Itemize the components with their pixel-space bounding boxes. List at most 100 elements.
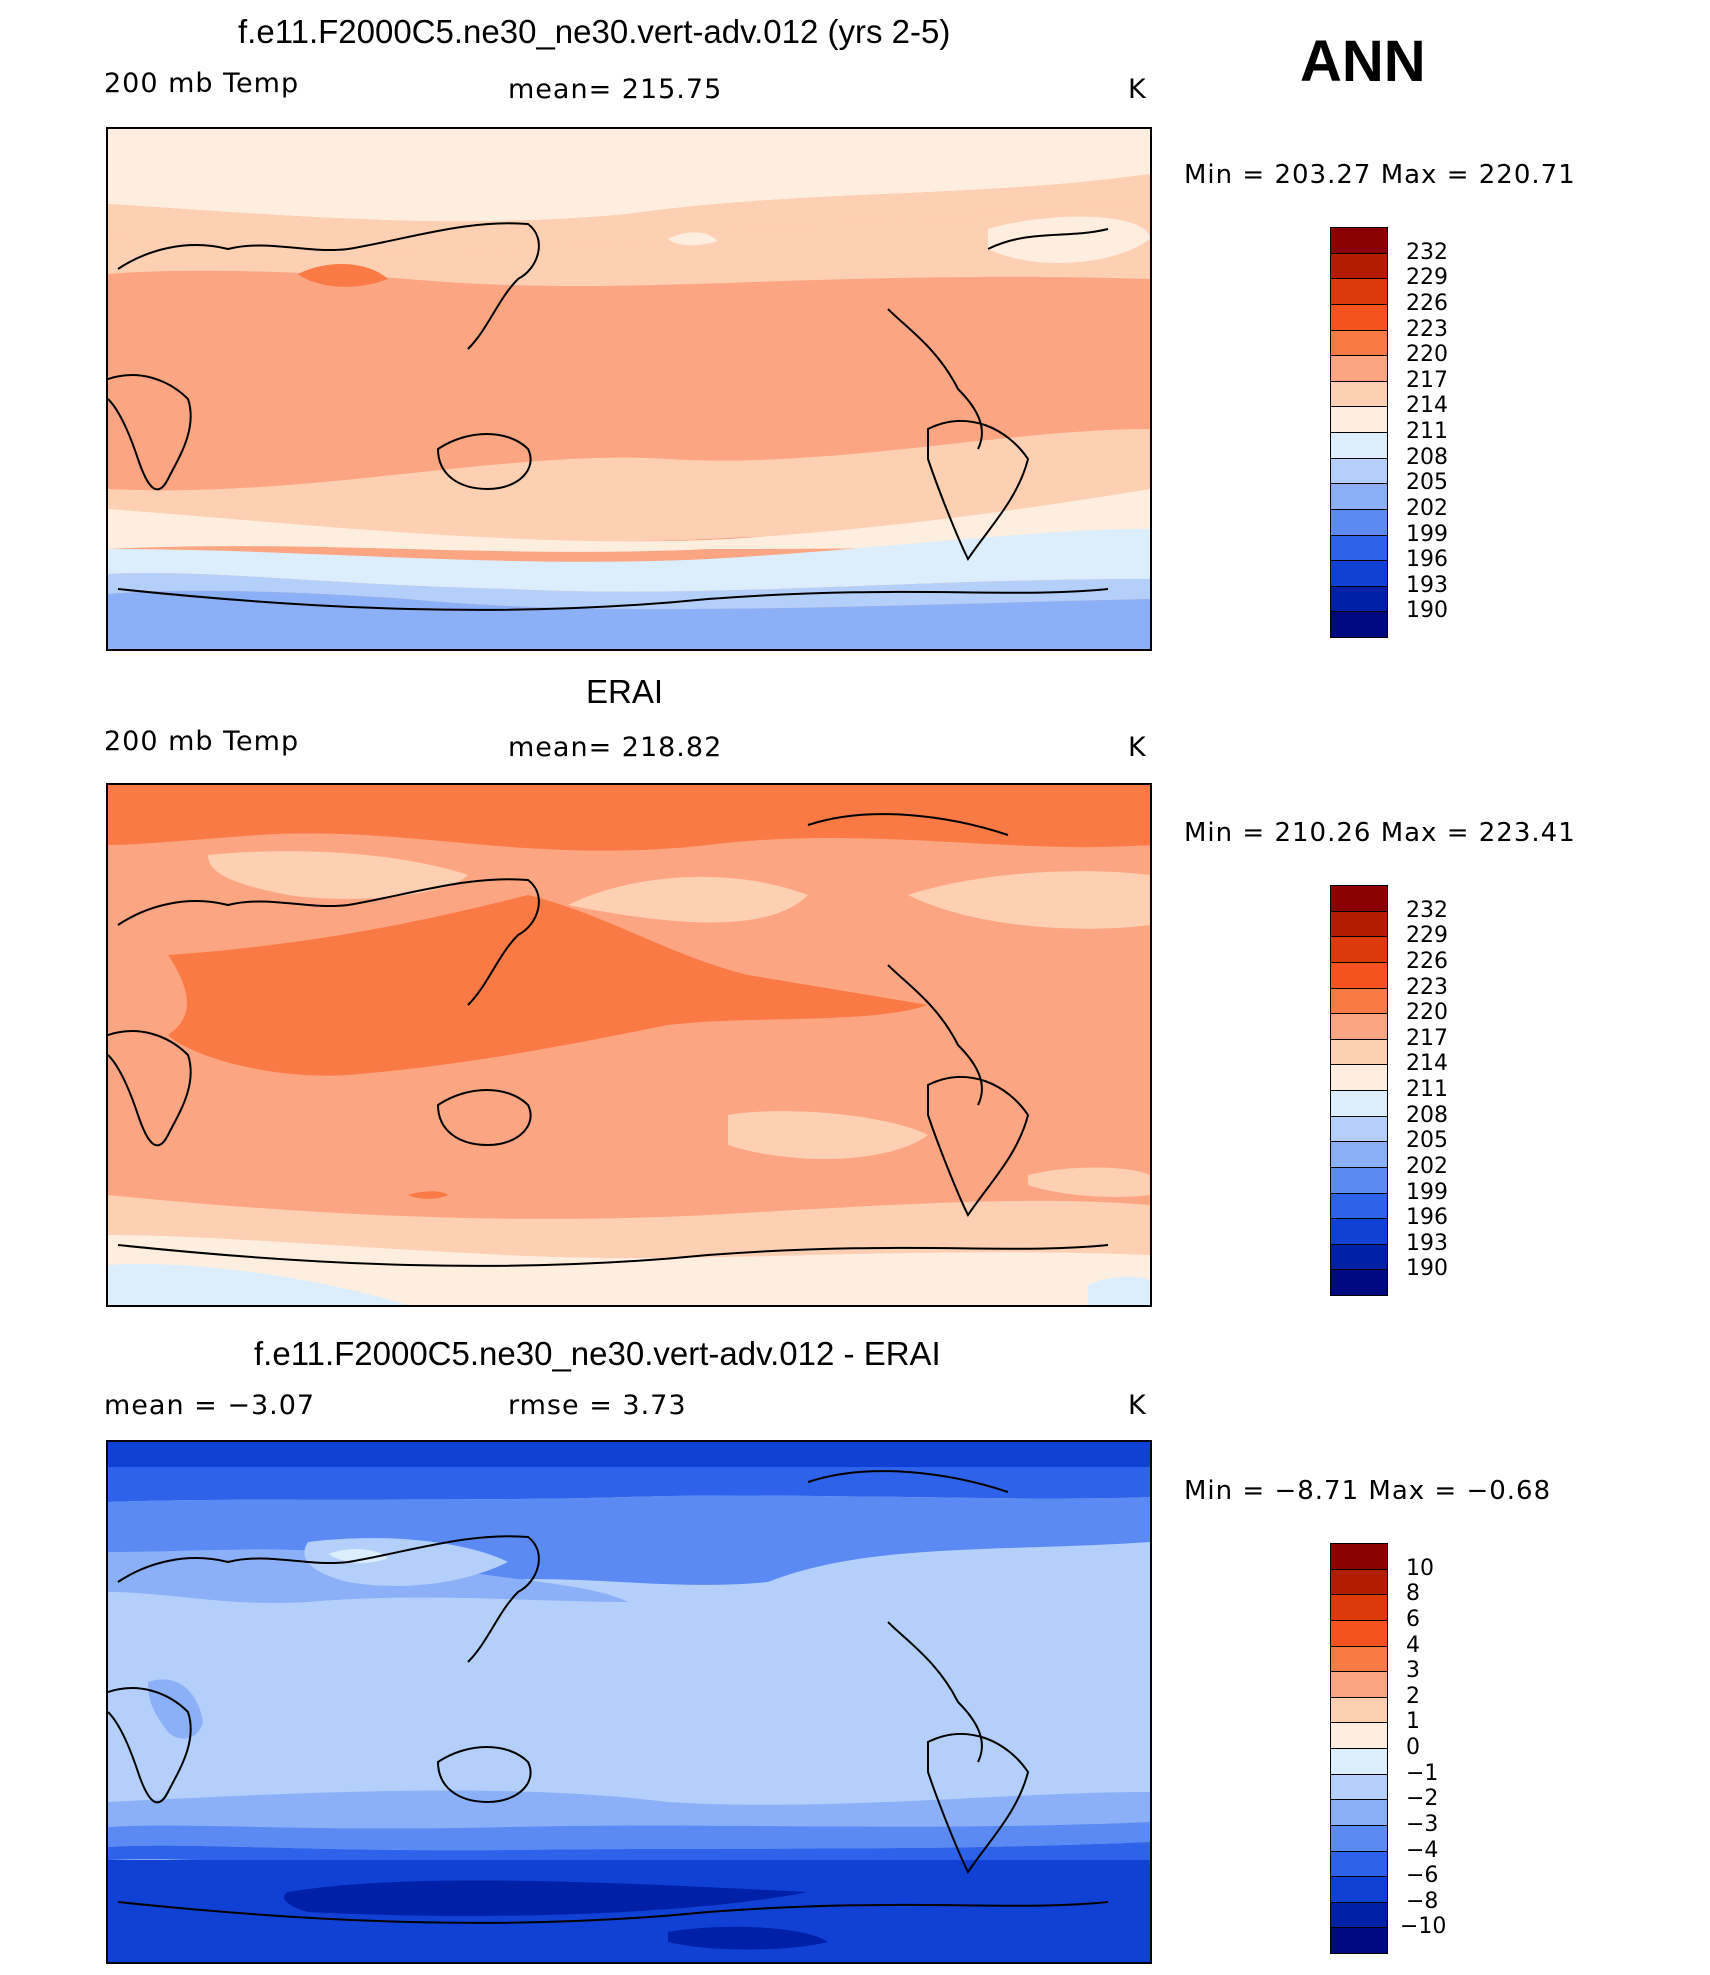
colorbar-tick-label: 1: [1406, 1709, 1420, 1735]
colorbar-swatch: [1330, 406, 1388, 433]
colorbar-tick-label: 217: [1406, 1025, 1448, 1051]
colorbar-swatch: [1330, 303, 1388, 331]
map-panel-model: [106, 127, 1152, 651]
colorbar-swatch: [1330, 1064, 1388, 1091]
colorbar-tick-label: 6: [1406, 1606, 1420, 1632]
colorbar-tick-label: 3: [1406, 1658, 1420, 1684]
colorbar-swatch: [1330, 1243, 1388, 1271]
colorbar-swatch: [1330, 278, 1388, 305]
panel-title: ERAI: [586, 673, 664, 710]
colorbar-tick-label: 229: [1406, 923, 1448, 949]
colorbar-swatch: [1330, 1696, 1388, 1724]
colorbar-tick-label: 196: [1406, 547, 1448, 573]
colorbar-tick-label: −1: [1406, 1760, 1439, 1786]
colorbar-tick-label: 217: [1406, 367, 1448, 393]
map-panel-erai: [106, 783, 1152, 1307]
colorbar-tick-label: 208: [1406, 444, 1448, 470]
map-panel-difference: [106, 1440, 1152, 1964]
colorbar-swatch: [1330, 585, 1388, 613]
colorbar-swatch: [1330, 936, 1388, 963]
min-max-label: Min = 210.26 Max = 223.41: [1184, 818, 1576, 848]
colorbar-swatch: [1330, 1645, 1388, 1673]
colorbar-swatch: [1330, 329, 1388, 357]
colorbar-swatch: [1330, 1218, 1388, 1245]
colorbar-tick-label: 232: [1406, 897, 1448, 923]
colorbar-model: 232 229 226 223 220 217 214 211 208 205 202 199 196 1…: [1330, 227, 1448, 638]
rmse-label: rmse = 3.73: [508, 1390, 687, 1421]
colorbar-swatch: [1330, 611, 1388, 638]
colorbar-swatch: [1330, 1115, 1388, 1143]
mean-label: mean= 218.82: [508, 732, 723, 763]
colorbar-swatch: [1330, 1671, 1388, 1698]
panel-title: f.e11.F2000C5.ne30_ne30.vert-adv.012 - E…: [254, 1335, 941, 1372]
units-label: K: [1128, 732, 1147, 763]
colorbar-swatch: [1330, 1773, 1388, 1801]
colorbar-swatch: [1330, 1192, 1388, 1220]
colorbar-swatch: [1330, 1269, 1388, 1296]
colorbar-swatch: [1330, 961, 1388, 989]
colorbar-tick-label: 205: [1406, 1128, 1448, 1154]
colorbar-swatch: [1330, 1090, 1388, 1117]
colorbar-tick-label: 190: [1406, 1256, 1448, 1282]
min-max-label: Min = 203.27 Max = 220.71: [1184, 160, 1576, 190]
colorbar-tick-label: 202: [1406, 495, 1448, 521]
colorbar-swatch: [1330, 1850, 1388, 1878]
colorbar-tick-label: 4: [1406, 1632, 1420, 1658]
colorbar-swatch: [1330, 252, 1388, 280]
colorbar-tick-label: −3: [1406, 1811, 1439, 1837]
min-max-label: Min = −8.71 Max = −0.68: [1184, 1476, 1552, 1506]
colorbar-swatch: [1330, 560, 1388, 587]
colorbar-tick-label: 202: [1406, 1153, 1448, 1179]
colorbar-tick-label: −4: [1406, 1837, 1439, 1863]
colorbar-swatch: [1330, 380, 1388, 408]
colorbar-tick-label: 205: [1406, 470, 1448, 496]
colorbar-swatch: [1330, 1619, 1388, 1647]
variable-label: 200 mb Temp: [104, 726, 300, 757]
colorbar-swatch: [1330, 457, 1388, 485]
variable-label: 200 mb Temp: [104, 68, 300, 99]
colorbar-tick-label: 223: [1406, 974, 1448, 1000]
colorbar-swatch: [1330, 1594, 1388, 1621]
mean-label: mean= 215.75: [508, 74, 723, 105]
colorbar-swatch: [1330, 508, 1388, 536]
colorbar-tick-label: 0: [1406, 1735, 1420, 1760]
colorbar-tick-label: 211: [1406, 1077, 1448, 1102]
colorbar-tick-label: 193: [1406, 572, 1448, 598]
coastlines: [108, 222, 1109, 611]
colorbar-swatch: [1330, 483, 1388, 510]
colorbar-swatch: [1330, 1824, 1388, 1852]
season-label: ANN: [1300, 29, 1426, 94]
colorbar-tick-label: 208: [1406, 1102, 1448, 1128]
colorbar-tick-label: 226: [1406, 948, 1448, 974]
colorbar-swatch: [1330, 1038, 1388, 1066]
colorbar-swatch: [1330, 227, 1388, 254]
colorbar-tick-label: 214: [1406, 1051, 1448, 1077]
colorbar-swatch: [1330, 1901, 1388, 1929]
colorbar-erai: 232 229 226 223 220 217 214 211 208 205 202 199 196 1…: [1330, 885, 1448, 1296]
colorbar-swatch: [1330, 1722, 1388, 1749]
colorbar-tick-label: 8: [1406, 1581, 1420, 1607]
colorbar-tick-label: 226: [1406, 290, 1448, 316]
colorbar-swatch: [1330, 1141, 1388, 1168]
colorbar-tick-label: 232: [1406, 239, 1448, 265]
coastlines: [108, 813, 1109, 1267]
colorbar-swatch: [1330, 1748, 1388, 1775]
colorbar-difference: 10 8 6 4 3 2 1 0 −1 −2 −3 −4 −6 −8 −10: [1330, 1543, 1446, 1954]
mean-label: mean = −3.07: [104, 1390, 316, 1421]
colorbar-tick-label: −2: [1406, 1786, 1439, 1812]
colorbar-tick-label: −10: [1400, 1914, 1447, 1940]
colorbar-tick-label: 214: [1406, 393, 1448, 419]
colorbar-tick-label: 199: [1406, 521, 1448, 547]
colorbar-swatch: [1330, 1543, 1388, 1570]
colorbar-swatch: [1330, 987, 1388, 1015]
colorbar-swatch: [1330, 534, 1388, 562]
units-label: K: [1128, 74, 1147, 105]
colorbar-swatch: [1330, 1799, 1388, 1826]
colorbar-tick-label: 2: [1406, 1683, 1420, 1709]
colorbar-tick-label: 10: [1406, 1555, 1434, 1581]
colorbar-swatch: [1330, 885, 1388, 912]
colorbar-tick-label: 193: [1406, 1230, 1448, 1256]
colorbar-swatch: [1330, 355, 1388, 382]
colorbar-tick-label: 199: [1406, 1179, 1448, 1205]
units-label: K: [1128, 1390, 1147, 1421]
